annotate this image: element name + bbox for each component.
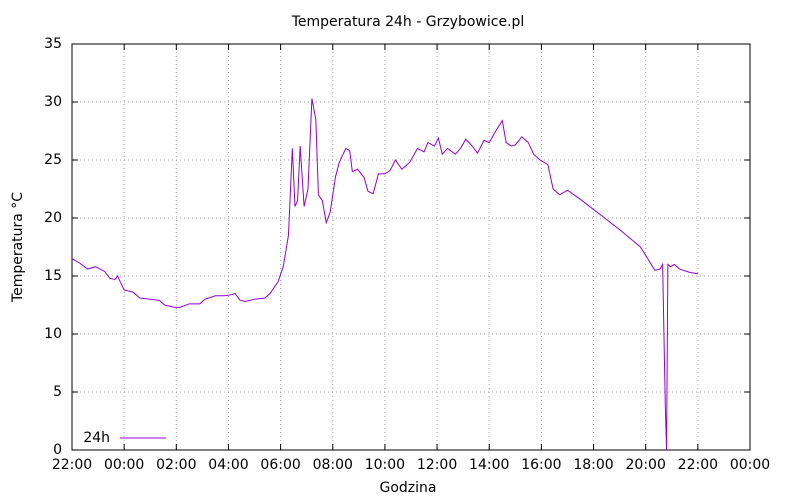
- x-tick-label: 20:00: [626, 457, 666, 473]
- plot-border: [71, 43, 751, 451]
- x-tick-label: 16:00: [521, 457, 561, 473]
- y-tick-label: 10: [44, 326, 62, 342]
- x-axis-label: Godzina: [380, 480, 437, 496]
- data-line: [71, 98, 698, 451]
- legend-label: 24h: [83, 430, 110, 446]
- y-axis-label: Temperatura °C: [10, 192, 26, 303]
- x-tick-label: 18:00: [573, 457, 613, 473]
- y-tick-label: 25: [44, 152, 62, 168]
- y-tick-label: 30: [44, 94, 62, 110]
- x-tick-label: 10:00: [365, 457, 405, 473]
- x-tick-label: 00:00: [104, 457, 144, 473]
- x-tick-label: 04:00: [208, 457, 248, 473]
- x-tick-label: 06:00: [260, 457, 300, 473]
- chart-title: Temperatura 24h - Grzybowice.pl: [291, 14, 525, 30]
- x-tick-label: 02:00: [156, 457, 196, 473]
- y-tick-label: 0: [53, 442, 62, 458]
- x-tick-label: 22:00: [678, 457, 718, 473]
- x-tick-label: 22:00: [52, 457, 92, 473]
- x-tick-label: 08:00: [313, 457, 353, 473]
- y-tick-label: 5: [53, 384, 62, 400]
- x-tick-label: 12:00: [417, 457, 457, 473]
- y-tick-label: 35: [44, 36, 62, 52]
- x-tick-label: 14:00: [469, 457, 509, 473]
- y-tick-label: 20: [44, 210, 62, 226]
- y-tick-label: 15: [44, 268, 62, 284]
- x-tick-label: 00:00: [730, 457, 770, 473]
